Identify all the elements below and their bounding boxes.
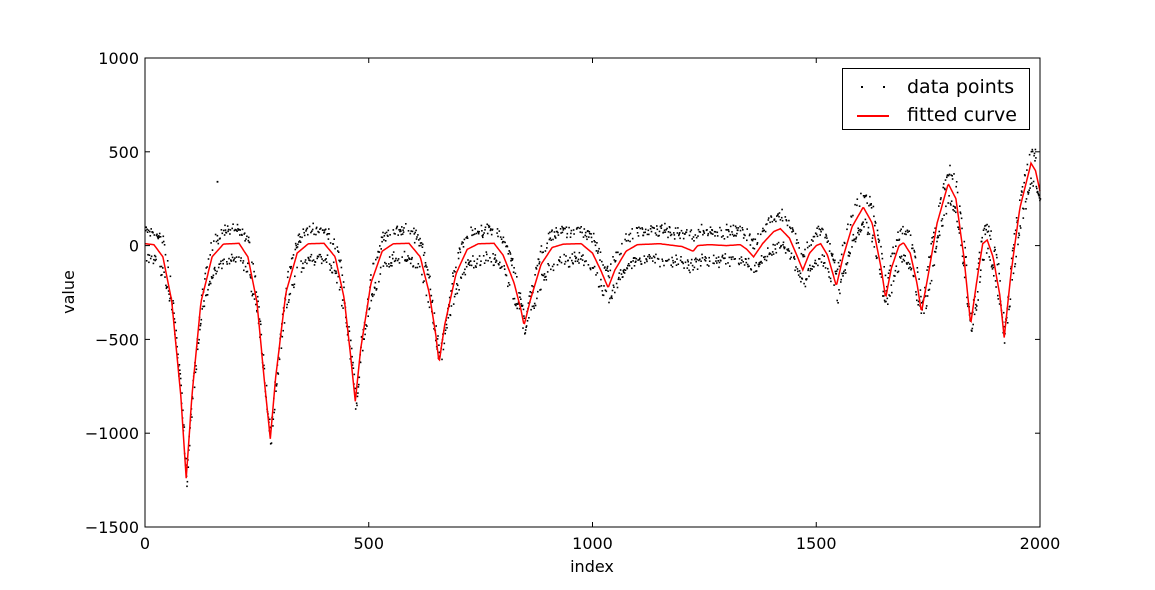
y-tick-label: 500 [108,143,139,162]
y-axis-label: value [59,270,78,314]
legend-item-data-points: data points [843,73,1029,101]
y-axis-ticks: −1500 −1000 −500 0 500 1000 [85,49,1040,537]
legend-item-fitted-curve: fitted curve [843,101,1029,129]
y-tick-label: −1500 [85,518,139,537]
legend: data points fitted curve [842,68,1030,130]
x-tick-label: 2000 [1020,534,1061,553]
legend-label: fitted curve [907,104,1017,126]
line-marker-icon [855,101,891,129]
x-axis-ticks: 0 500 1000 1500 2000 [140,58,1060,553]
y-tick-label: −500 [95,330,139,349]
x-tick-label: 1500 [796,534,837,553]
fitted-curve-series [144,161,1041,479]
legend-label: data points [907,76,1015,98]
y-tick-label: 1000 [98,49,139,68]
x-tick-label: 0 [140,534,150,553]
y-tick-label: 0 [129,237,139,256]
dot-marker-icon [855,73,891,101]
y-tick-label: −1000 [85,424,139,443]
x-tick-label: 500 [353,534,384,553]
x-tick-label: 1000 [572,534,613,553]
x-axis-label: index [570,557,614,576]
data-points-series [145,148,1042,488]
